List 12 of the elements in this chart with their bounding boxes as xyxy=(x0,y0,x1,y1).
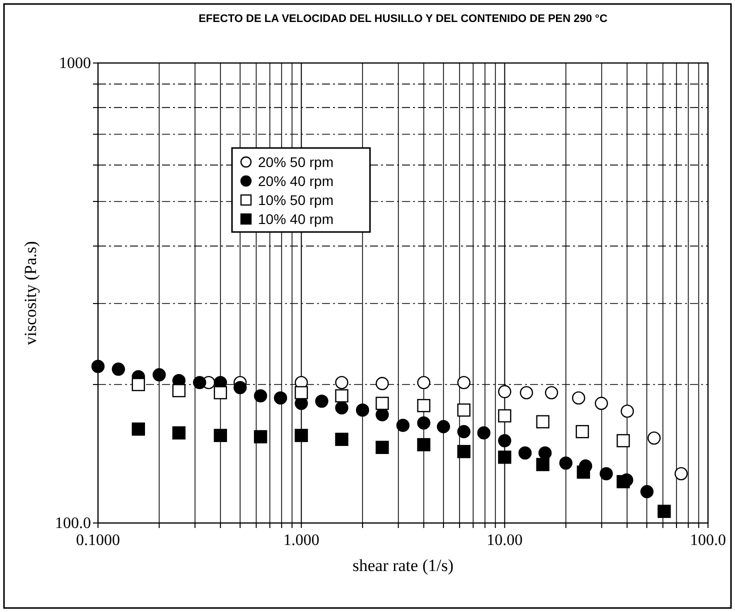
x-tick-label: 1.000 xyxy=(283,532,320,549)
x-tick-label: 10.00 xyxy=(486,532,523,549)
legend-label: 10% 50 rpm xyxy=(258,192,334,208)
y-axis-title: viscosity (Pa.s) xyxy=(21,241,40,345)
legend-label: 20% 50 rpm xyxy=(258,154,334,170)
x-axis-title: shear rate (1/s) xyxy=(352,556,454,575)
y-tick-label: 1000 xyxy=(59,55,91,72)
legend-label: 10% 40 rpm xyxy=(258,211,334,227)
x-tick-label: 0.1000 xyxy=(76,532,120,549)
chart-title: EFECTO DE LA VELOCIDAD DEL HUSILLO Y DEL CONTENIDO DE PEN 290 °C xyxy=(198,13,608,25)
legend-label: 20% 40 rpm xyxy=(258,173,334,189)
x-tick-label: 100.0 xyxy=(690,532,726,549)
